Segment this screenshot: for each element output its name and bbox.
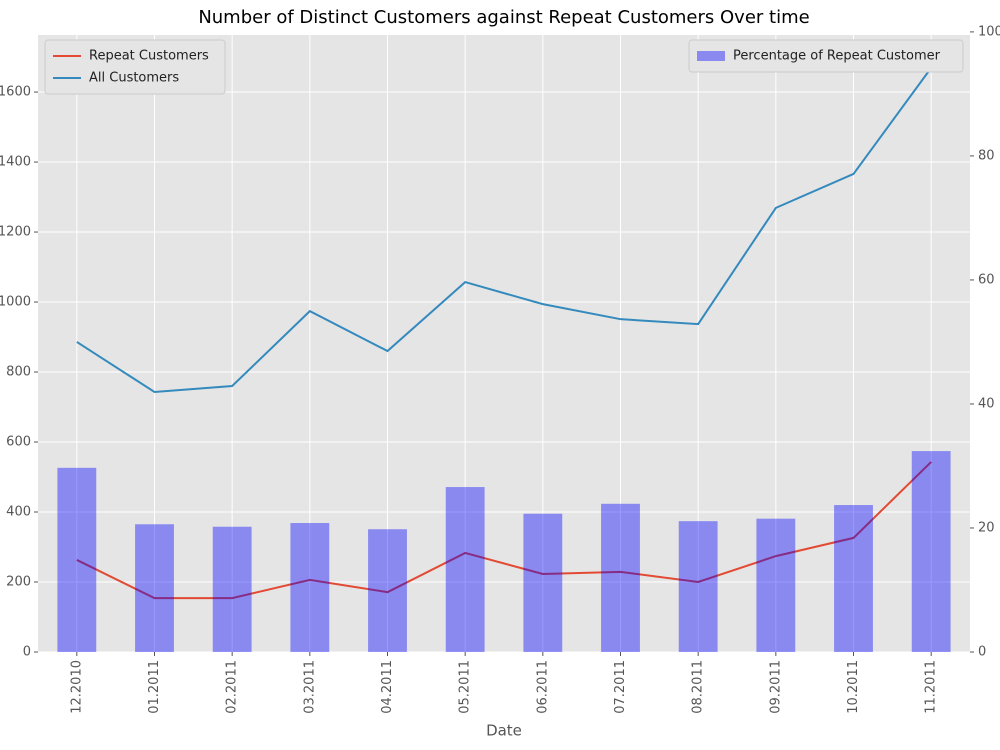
x-tick-label: 05.2011	[458, 660, 473, 714]
bar	[212, 526, 252, 652]
bar	[678, 521, 718, 652]
bar	[834, 505, 873, 652]
y-tick-label: 200	[6, 575, 31, 590]
x-tick-label: 09.2011	[768, 660, 783, 714]
y2-tick-label: 40	[978, 396, 995, 411]
line-series	[76, 461, 932, 600]
x-tick-label: 07.2011	[613, 660, 628, 714]
chart-title: Number of Distinct Customers against Rep…	[198, 7, 809, 28]
x-tick-label: 03.2011	[302, 660, 317, 714]
bar	[135, 524, 174, 652]
line-series	[76, 67, 932, 393]
y-tick-label: 1400	[0, 155, 31, 170]
y-tick-label: 600	[6, 435, 31, 450]
y2-tick-label: 0	[978, 645, 986, 660]
bar	[445, 487, 485, 652]
y-tick-label: 1200	[0, 225, 31, 240]
x-tick-label: 04.2011	[380, 660, 395, 714]
y-tick-label: 0	[23, 645, 31, 660]
y2-tick-label: 80	[978, 148, 995, 163]
x-tick-label: 10.2011	[846, 660, 861, 714]
y-tick-label: 1000	[0, 295, 31, 310]
bar	[57, 467, 97, 652]
marks	[57, 67, 951, 652]
x-tick-label: 11.2011	[924, 660, 939, 714]
y2-tick-label: 60	[978, 272, 995, 287]
x-tick-label: 06.2011	[535, 660, 550, 714]
plot-area	[38, 35, 970, 652]
grid	[38, 35, 970, 653]
bar	[523, 513, 563, 652]
y2-tick-label: 20	[978, 520, 995, 535]
y2-tick-label: 100	[978, 24, 1000, 39]
y-tick-label: 1600	[0, 85, 31, 100]
y-tick-label: 400	[6, 505, 31, 520]
x-tick-label: 12.2010	[69, 660, 84, 714]
bar	[756, 518, 796, 652]
x-tick-label: 08.2011	[691, 660, 706, 714]
x-tick-label: 02.2011	[225, 660, 240, 714]
legend-swatch	[697, 51, 725, 61]
bar	[368, 529, 407, 652]
bar	[911, 451, 951, 652]
legend-label: All Customers	[89, 71, 179, 86]
bar	[290, 523, 330, 652]
y-tick-label: 800	[6, 365, 31, 380]
bar	[601, 503, 640, 652]
legend-label: Repeat Customers	[89, 49, 209, 64]
legend-box	[688, 39, 964, 73]
x-axis-label: Date	[486, 722, 522, 740]
legend-box	[44, 39, 226, 95]
legend-label: Percentage of Repeat Customer	[733, 49, 941, 64]
x-tick-label: 01.2011	[147, 660, 162, 714]
